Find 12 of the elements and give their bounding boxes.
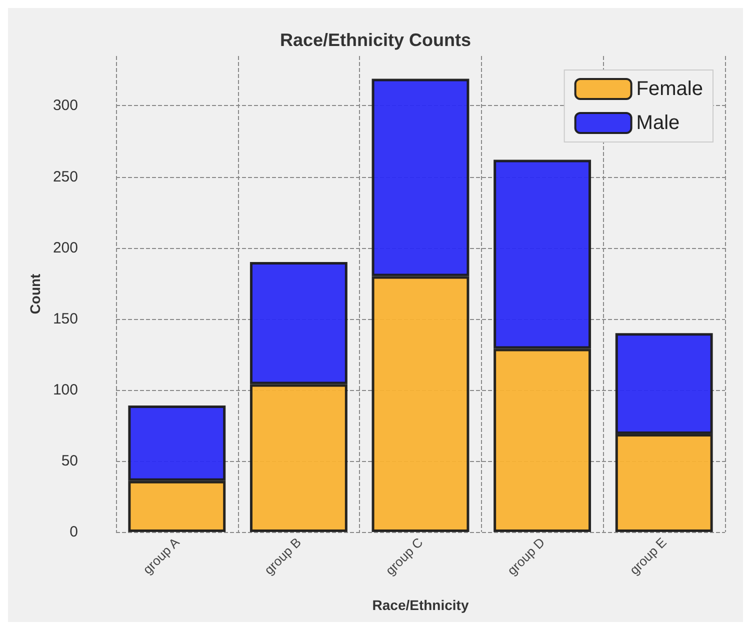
y-axis-title: Count [27, 273, 44, 314]
y-tick-label: 50 [61, 452, 78, 470]
y-tick-label: 100 [52, 381, 78, 398]
chart-title: Race/Ethnicity Counts [280, 30, 472, 50]
legend-label: Female [636, 78, 704, 100]
y-tick-label: 200 [52, 239, 78, 256]
y-tick-label: 300 [52, 97, 78, 114]
y-tick-label: 150 [52, 310, 78, 328]
y-tick-label: 0 [70, 524, 78, 540]
y-tick-label: 250 [52, 168, 78, 186]
legend-label: Male [636, 112, 680, 134]
x-axis-title: Race/Ethnicity [372, 597, 469, 613]
